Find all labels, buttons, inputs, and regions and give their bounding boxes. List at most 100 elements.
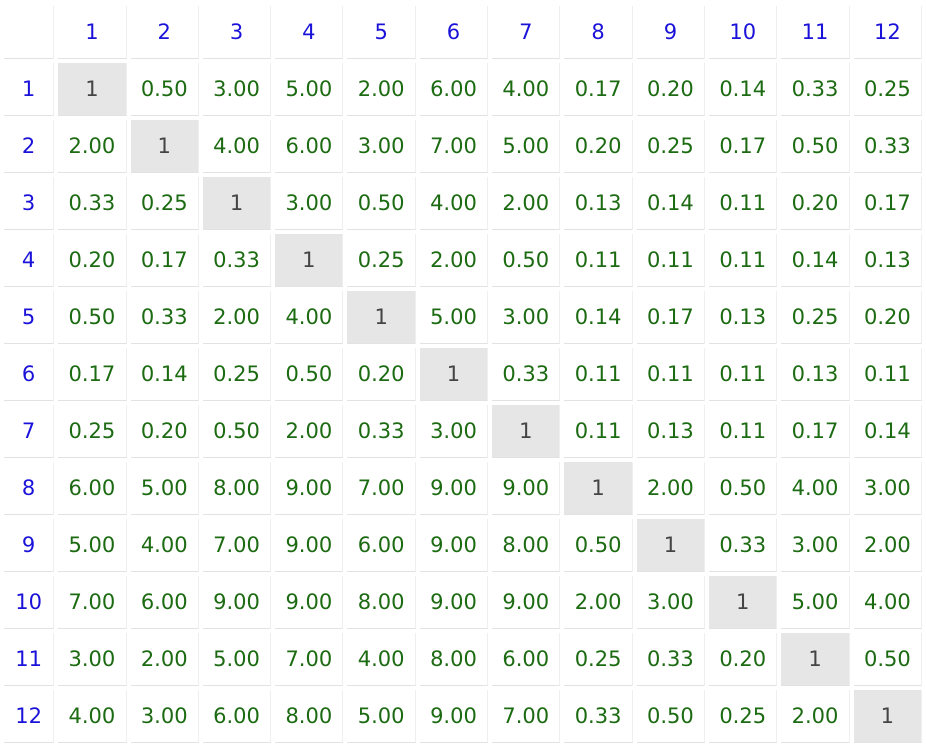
row-header: 11 bbox=[4, 633, 55, 686]
table-row: 7 0.25 0.20 0.50 2.00 0.33 3.00 1 0.11 0.13 0.11 0.… bbox=[4, 405, 922, 458]
matrix-cell: 2.00 bbox=[58, 120, 127, 173]
matrix-cell: 3.00 bbox=[58, 633, 127, 686]
matrix-cell: 0.11 bbox=[564, 234, 633, 287]
matrix-cell: 5.00 bbox=[202, 633, 272, 686]
row-header: 4 bbox=[4, 234, 55, 287]
matrix-cell: 0.14 bbox=[564, 291, 633, 344]
matrix-cell: 0.25 bbox=[709, 690, 778, 743]
matrix-cell: 0.50 bbox=[130, 63, 199, 116]
matrix-cell: 9.00 bbox=[275, 576, 344, 629]
row-header: 10 bbox=[4, 576, 55, 629]
matrix-cell: 0.25 bbox=[564, 633, 633, 686]
matrix-cell: 4.00 bbox=[347, 633, 416, 686]
matrix-cell: 2.00 bbox=[347, 63, 416, 116]
matrix-cell: 6.00 bbox=[419, 63, 489, 116]
column-header: 3 bbox=[202, 6, 272, 59]
matrix-cell: 0.20 bbox=[636, 63, 706, 116]
matrix-cell: 0.50 bbox=[564, 519, 633, 572]
matrix-cell: 2.00 bbox=[419, 234, 489, 287]
matrix-cell: 3.00 bbox=[492, 291, 561, 344]
matrix-cell: 0.17 bbox=[130, 234, 199, 287]
table-row: 9 5.00 4.00 7.00 9.00 6.00 9.00 8.00 0.50 1 0.33 3.… bbox=[4, 519, 922, 572]
matrix-cell: 0.20 bbox=[853, 291, 922, 344]
matrix-cell: 0.11 bbox=[564, 348, 633, 401]
matrix-cell: 0.50 bbox=[853, 633, 922, 686]
diagonal-cell: 1 bbox=[709, 576, 778, 629]
matrix-cell: 0.13 bbox=[781, 348, 850, 401]
matrix-cell: 0.14 bbox=[853, 405, 922, 458]
column-header: 9 bbox=[636, 6, 706, 59]
matrix-cell: 9.00 bbox=[492, 462, 561, 515]
matrix-cell: 7.00 bbox=[58, 576, 127, 629]
column-header: 12 bbox=[853, 6, 922, 59]
matrix-cell: 2.00 bbox=[275, 405, 344, 458]
table-row: 2 2.00 1 4.00 6.00 3.00 7.00 5.00 0.20 0.25 0.17 0.… bbox=[4, 120, 922, 173]
matrix-cell: 0.25 bbox=[130, 177, 199, 230]
matrix-cell: 5.00 bbox=[419, 291, 489, 344]
matrix-cell: 0.17 bbox=[709, 120, 778, 173]
matrix-cell: 5.00 bbox=[275, 63, 344, 116]
matrix-cell: 4.00 bbox=[419, 177, 489, 230]
matrix-cell: 0.33 bbox=[709, 519, 778, 572]
matrix-cell: 9.00 bbox=[275, 519, 344, 572]
matrix-cell: 0.20 bbox=[781, 177, 850, 230]
matrix-cell: 7.00 bbox=[202, 519, 272, 572]
matrix-cell: 6.00 bbox=[275, 120, 344, 173]
matrix-cell: 4.00 bbox=[202, 120, 272, 173]
matrix-cell: 0.33 bbox=[58, 177, 127, 230]
matrix-cell: 0.17 bbox=[58, 348, 127, 401]
matrix-cell: 0.25 bbox=[781, 291, 850, 344]
matrix-cell: 0.25 bbox=[853, 63, 922, 116]
column-header: 7 bbox=[492, 6, 561, 59]
table-row: 10 7.00 6.00 9.00 9.00 8.00 9.00 9.00 2.00 3.00 1 5… bbox=[4, 576, 922, 629]
matrix-cell: 0.50 bbox=[275, 348, 344, 401]
matrix-cell: 0.50 bbox=[492, 234, 561, 287]
diagonal-cell: 1 bbox=[492, 405, 561, 458]
matrix-cell: 0.25 bbox=[347, 234, 416, 287]
matrix-cell: 0.20 bbox=[130, 405, 199, 458]
diagonal-cell: 1 bbox=[58, 63, 127, 116]
column-header: 6 bbox=[419, 6, 489, 59]
matrix-cell: 0.17 bbox=[564, 63, 633, 116]
matrix-cell: 3.00 bbox=[347, 120, 416, 173]
matrix-cell: 2.00 bbox=[492, 177, 561, 230]
matrix-cell: 0.50 bbox=[636, 690, 706, 743]
table-row: 8 6.00 5.00 8.00 9.00 7.00 9.00 9.00 1 2.00 0.50 4.… bbox=[4, 462, 922, 515]
matrix-cell: 0.14 bbox=[781, 234, 850, 287]
matrix-cell: 6.00 bbox=[58, 462, 127, 515]
matrix-cell: 9.00 bbox=[419, 576, 489, 629]
matrix-cell: 0.11 bbox=[636, 348, 706, 401]
matrix-cell: 5.00 bbox=[781, 576, 850, 629]
matrix-cell: 9.00 bbox=[419, 462, 489, 515]
diagonal-cell: 1 bbox=[564, 462, 633, 515]
column-header: 2 bbox=[130, 6, 199, 59]
table-row: 12 4.00 3.00 6.00 8.00 5.00 9.00 7.00 0.33 0.50 0.… bbox=[4, 690, 922, 743]
matrix-cell: 0.11 bbox=[709, 348, 778, 401]
matrix-cell: 2.00 bbox=[636, 462, 706, 515]
matrix-cell: 2.00 bbox=[202, 291, 272, 344]
row-header: 1 bbox=[4, 63, 55, 116]
matrix-cell: 0.33 bbox=[781, 63, 850, 116]
matrix-cell: 8.00 bbox=[492, 519, 561, 572]
matrix-cell: 9.00 bbox=[419, 519, 489, 572]
matrix-cell: 8.00 bbox=[419, 633, 489, 686]
matrix-cell: 6.00 bbox=[130, 576, 199, 629]
diagonal-cell: 1 bbox=[419, 348, 489, 401]
matrix-cell: 0.50 bbox=[781, 120, 850, 173]
matrix-cell: 0.50 bbox=[58, 291, 127, 344]
matrix-cell: 3.00 bbox=[202, 63, 272, 116]
table-row: 1 1 0.50 3.00 5.00 2.00 6.00 4.00 0.17 0.20 0.14 0.… bbox=[4, 63, 922, 116]
matrix-cell: 0.17 bbox=[781, 405, 850, 458]
matrix-cell: 9.00 bbox=[419, 690, 489, 743]
matrix-cell: 0.33 bbox=[130, 291, 199, 344]
matrix-cell: 0.50 bbox=[347, 177, 416, 230]
matrix-cell: 5.00 bbox=[347, 690, 416, 743]
matrix-cell: 0.11 bbox=[709, 177, 778, 230]
table-row: 11 3.00 2.00 5.00 7.00 4.00 8.00 6.00 0.25 0.33 0.… bbox=[4, 633, 922, 686]
column-header: 5 bbox=[347, 6, 416, 59]
matrix-cell: 0.14 bbox=[636, 177, 706, 230]
matrix-cell: 2.00 bbox=[781, 690, 850, 743]
matrix-cell: 6.00 bbox=[202, 690, 272, 743]
matrix-cell: 9.00 bbox=[275, 462, 344, 515]
